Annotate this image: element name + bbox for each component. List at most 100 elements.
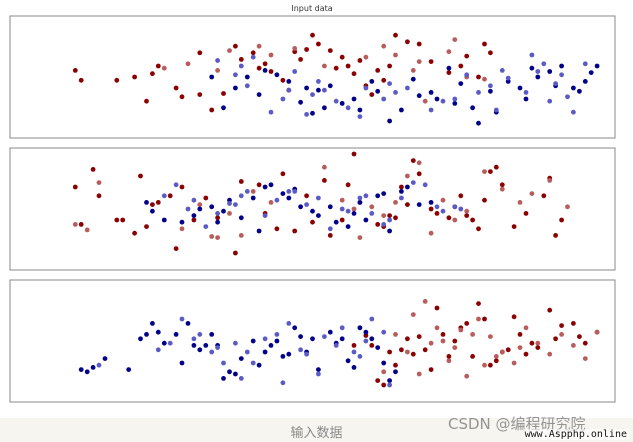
scatter-point	[316, 371, 321, 377]
scatter-point	[476, 301, 481, 306]
scatter-point	[286, 79, 292, 84]
scatter-point	[250, 54, 256, 60]
scatter-point	[280, 171, 286, 177]
scatter-point	[167, 340, 173, 346]
scatter-point	[482, 197, 487, 203]
scatter-point	[547, 351, 553, 357]
scatter-point	[416, 160, 422, 166]
scatter-point	[233, 340, 238, 346]
scatter-point	[399, 347, 404, 353]
scatter-point	[464, 72, 470, 78]
scatter-point	[72, 184, 78, 190]
scatter-point	[233, 202, 238, 208]
scatter-point	[399, 184, 404, 190]
scatter-point	[428, 367, 434, 372]
scatter-point	[173, 246, 179, 252]
scatter-point	[422, 98, 428, 104]
scatter-point	[375, 193, 381, 199]
scatter-point	[78, 367, 84, 372]
scatter-point	[523, 96, 529, 102]
scatter-point	[405, 336, 410, 342]
scatter-point	[357, 195, 363, 201]
scatter-point	[452, 101, 458, 106]
scatter-point	[215, 215, 221, 221]
scatter-point	[84, 227, 90, 233]
scatter-point	[345, 208, 351, 214]
scatter-point	[310, 219, 315, 225]
scatter-point	[286, 351, 292, 357]
scatter-point	[310, 92, 315, 97]
scatter-point	[268, 52, 274, 58]
scatter-point	[363, 217, 369, 223]
scatter-point	[357, 354, 363, 359]
scatter-point	[428, 59, 434, 64]
scatter-point	[310, 336, 315, 342]
scatter-point	[256, 65, 262, 71]
scatter-point	[227, 369, 232, 375]
scatter-point	[292, 49, 298, 55]
scatter-point	[582, 340, 588, 346]
scatter-point	[416, 334, 422, 339]
scatter-point	[339, 197, 345, 203]
scatter-point	[339, 206, 345, 212]
scatter-point	[197, 206, 203, 212]
scatter-point	[381, 369, 387, 375]
scatter-point	[470, 217, 475, 223]
scatter-point	[351, 151, 357, 157]
scatter-point	[559, 72, 564, 78]
scatter-point	[369, 211, 375, 216]
scatter-point	[559, 323, 564, 328]
scatter-point	[446, 70, 452, 75]
scatter-point	[150, 202, 155, 208]
scatter-point	[179, 219, 185, 225]
scatter-point	[594, 63, 600, 69]
scatter-point	[233, 371, 238, 377]
scatter-point	[440, 332, 446, 337]
scatter-point	[316, 195, 321, 201]
scatter-point	[351, 365, 357, 370]
scatter-point	[209, 107, 215, 113]
scatter-point	[440, 338, 446, 344]
scatter-point	[553, 81, 558, 86]
scatter-point	[274, 72, 280, 78]
scatter-point	[351, 343, 357, 348]
scatter-point	[238, 179, 244, 184]
scatter-point	[458, 193, 464, 199]
scatter-point	[138, 336, 143, 342]
scatter-point	[464, 213, 470, 219]
scatter-point	[393, 32, 398, 38]
scatter-point	[96, 193, 102, 199]
scatter-point	[345, 182, 351, 188]
scatter-point	[256, 362, 262, 368]
scatter-point	[191, 213, 197, 219]
scatter-point	[452, 37, 458, 42]
scatter-point	[434, 325, 440, 331]
scatter-point	[292, 325, 298, 331]
scatter-point	[571, 343, 576, 348]
scatter-point	[571, 321, 576, 326]
scatter-point	[90, 365, 96, 370]
scatter-point	[221, 360, 226, 366]
scatter-point	[517, 332, 523, 337]
scatter-point	[333, 65, 339, 71]
scatter-point	[215, 68, 221, 73]
scatter-point	[274, 332, 280, 337]
scatter-point	[345, 63, 351, 69]
scatter-point	[203, 195, 209, 201]
scatter-point	[434, 204, 440, 210]
scatter-point	[363, 85, 369, 91]
scatter-point	[565, 204, 570, 210]
scatter-point	[244, 74, 250, 80]
scatter-point	[209, 234, 215, 239]
scatter-point	[493, 164, 499, 170]
scatter-point	[387, 382, 392, 388]
scatter-point	[161, 340, 167, 346]
scatter-point	[452, 204, 458, 210]
scatter-point	[571, 85, 576, 91]
scatter-point	[405, 173, 410, 179]
scatter-point	[120, 217, 126, 223]
scatter-point	[262, 184, 268, 190]
scatter-point	[422, 299, 428, 304]
scatter-point	[268, 200, 274, 205]
scatter-point	[322, 63, 327, 69]
